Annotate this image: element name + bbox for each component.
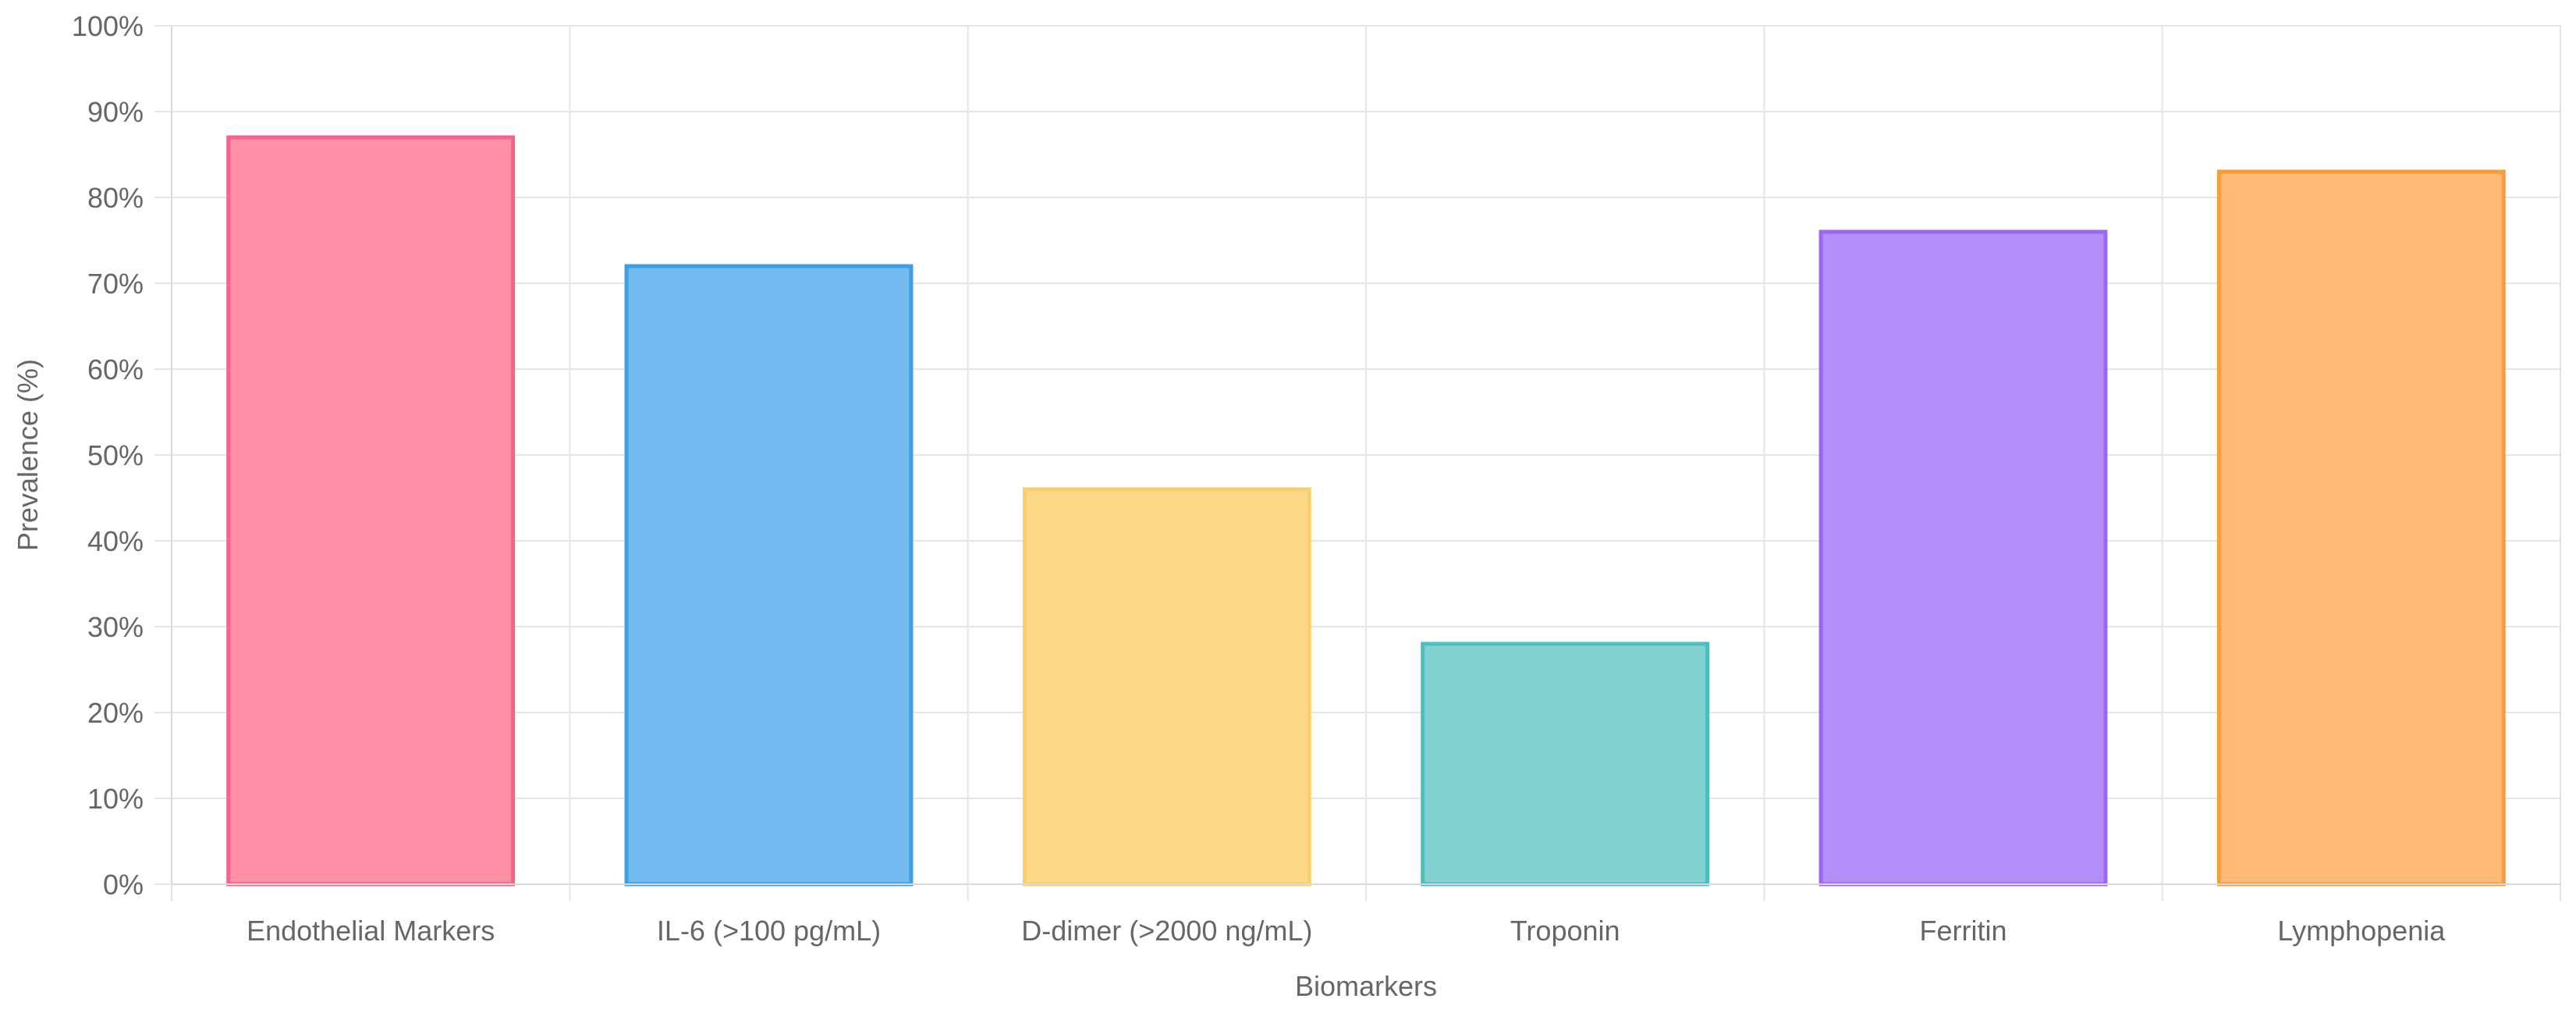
y-tick-label: 50% [87,439,144,471]
y-tick-label: 90% [87,96,144,128]
labels: 0% 10% 20% 30% 40% 50% 60% 70% 80% 90% 100% Endothe… [72,10,2446,947]
y-tick-label: 30% [87,611,144,643]
axes [171,26,2560,885]
y-tick-label: 70% [87,268,144,300]
x-tick-label: Troponin [1510,915,1620,947]
bar [624,264,914,887]
x-tick-label: IL-6 (>100 pg/mL) [657,915,881,947]
bar [2216,169,2506,887]
bar [1421,641,1710,887]
y-tick-label: 60% [87,354,144,386]
x-tick-label: D-dimer (>2000 ng/mL) [1021,915,1312,947]
bar [1022,487,1311,887]
y-tick-label: 80% [87,182,144,214]
y-tick-label: 20% [87,697,144,729]
bar [1818,229,2108,887]
grid-lines [154,25,2561,901]
x-tick-label: Lymphopenia [2277,915,2446,947]
y-tick-label: 10% [87,783,144,815]
bar [226,135,516,887]
y-tick-label: 100% [72,10,144,42]
bars [226,135,2506,887]
x-axis-title: Biomarkers [1295,970,1437,1002]
x-tick-label: Endothelial Markers [247,915,495,947]
y-tick-label: 0% [103,869,144,901]
x-tick-label: Ferritin [1919,915,2007,947]
y-tick-label: 40% [87,525,144,557]
y-axis-title: Prevalence (%) [12,359,44,551]
